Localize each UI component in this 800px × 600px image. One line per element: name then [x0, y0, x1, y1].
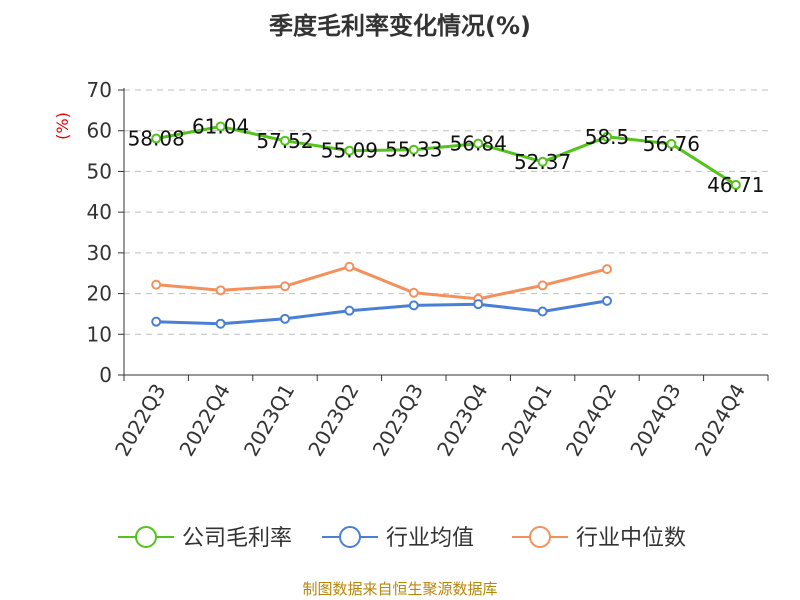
- data-label-2022Q3: 58.08: [128, 127, 185, 151]
- x-tick-label-2024Q3: 2024Q3: [625, 380, 685, 461]
- y-axis-label: (%): [53, 112, 72, 140]
- x-tick-label-2023Q3: 2023Q3: [368, 380, 428, 461]
- x-tick-label-2024Q1: 2024Q1: [496, 380, 556, 461]
- point-0-2023Q4: [473, 138, 484, 149]
- y-tick-label-0: 0: [99, 363, 112, 387]
- point-1-2022Q4: [215, 318, 226, 329]
- data-label-2022Q4: 61.04: [192, 114, 249, 138]
- y-tick-label-30: 30: [87, 241, 112, 265]
- source-note: 制图数据来自恒生聚源数据库: [302, 580, 497, 598]
- series-2: [151, 261, 612, 304]
- point-0-2024Q1: [537, 156, 548, 167]
- legend: 公司毛利率 行业均值 行业中位数: [118, 526, 686, 551]
- series-line-2: [156, 265, 608, 301]
- data-label-2024Q2: 58.5: [585, 125, 630, 149]
- data-label-2023Q2: 55.09: [321, 139, 378, 163]
- point-0-2024Q3: [666, 138, 677, 149]
- x-tick-label-2024Q2: 2024Q2: [561, 380, 621, 461]
- point-1-2024Q1: [537, 306, 548, 317]
- x-tick-labels: 2022Q3 2022Q4 2023Q1 2023Q2 2023Q3 2023Q4 2024…: [110, 380, 750, 461]
- series-group: [151, 121, 741, 329]
- point-2-2023Q1: [280, 281, 290, 292]
- y-tick-label-40: 40: [87, 200, 112, 224]
- legend-label-0: 公司毛利率: [182, 526, 292, 551]
- legend-marker-1: [339, 526, 361, 548]
- legend-marker-2: [529, 526, 551, 548]
- point-2-2024Q2: [602, 264, 612, 275]
- legend-label-2: 行业中位数: [576, 526, 686, 551]
- series-line-0: [155, 125, 737, 187]
- point-1-2023Q3: [408, 300, 419, 311]
- point-0-2023Q2: [344, 145, 355, 156]
- point-2-2024Q1: [537, 280, 548, 291]
- point-2-2022Q4: [215, 285, 226, 296]
- x-tick-label-2024Q4: 2024Q4: [690, 380, 750, 461]
- legend-item-2: 行业中位数: [512, 526, 686, 551]
- series-line-1: [156, 299, 608, 326]
- y-tick-label-70: 70: [87, 78, 112, 102]
- grid-lines: [124, 89, 768, 335]
- x-tick-label-2022Q3: 2022Q3: [110, 380, 170, 461]
- legend-item-0: 公司毛利率: [118, 526, 292, 551]
- x-tick-label-2023Q2: 2023Q2: [303, 380, 363, 461]
- data-label-2024Q1: 52.37: [514, 150, 571, 174]
- legend-marker-0: [135, 526, 157, 548]
- series-0: [151, 121, 741, 190]
- point-0-2024Q2: [602, 131, 612, 142]
- point-1-2023Q2: [344, 305, 355, 316]
- point-0-2023Q3: [408, 144, 419, 155]
- point-1-2024Q2: [602, 295, 612, 306]
- data-labels: 58.08 61.04 57.52 55.09 55.33 56.84 52.37 58.5 5…: [128, 114, 765, 196]
- data-label-2023Q4: 56.84: [450, 132, 507, 156]
- x-tick-label-2022Q4: 2022Q4: [174, 380, 234, 461]
- data-label-2023Q3: 55.33: [385, 138, 442, 162]
- y-tick-labels: 0 10 20 30 40 50 60 70: [87, 78, 112, 387]
- point-1-2023Q4: [473, 299, 484, 310]
- point-1-2023Q1: [280, 313, 290, 324]
- x-tick-label-2023Q4: 2023Q4: [432, 380, 492, 461]
- chart-title: 季度毛利率变化情况(%): [269, 12, 531, 40]
- point-2-2023Q3: [408, 287, 419, 298]
- x-tick-label-2023Q1: 2023Q1: [239, 380, 299, 461]
- data-label-2024Q3: 56.76: [643, 132, 700, 156]
- axes: [118, 88, 769, 381]
- data-label-2024Q4: 46.71: [707, 173, 764, 197]
- y-tick-label-10: 10: [87, 322, 112, 346]
- legend-label-1: 行业均值: [386, 526, 474, 551]
- point-0-2024Q4: [730, 179, 741, 190]
- point-2-2022Q3: [151, 279, 162, 290]
- legend-item-1: 行业均值: [322, 526, 474, 551]
- y-tick-label-60: 60: [87, 119, 112, 143]
- y-tick-label-50: 50: [87, 159, 112, 183]
- point-0-2023Q1: [280, 135, 290, 146]
- series-1: [151, 295, 612, 329]
- y-tick-label-20: 20: [87, 282, 112, 306]
- data-label-2023Q1: 57.52: [256, 129, 313, 153]
- point-0-2022Q4: [215, 121, 226, 132]
- point-0-2022Q3: [151, 133, 162, 144]
- point-1-2022Q3: [151, 316, 162, 327]
- point-2-2023Q2: [344, 261, 355, 272]
